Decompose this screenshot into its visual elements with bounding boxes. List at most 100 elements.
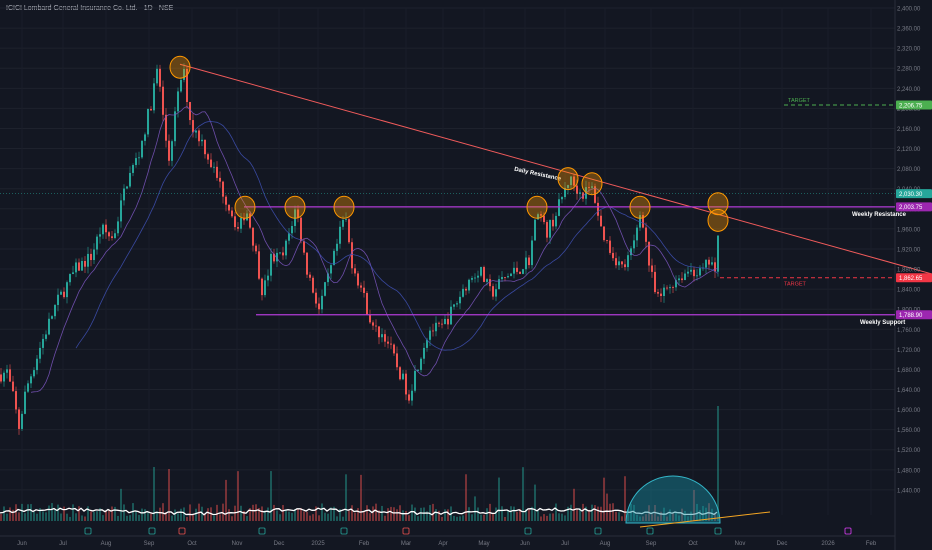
candle-body — [84, 261, 86, 267]
volume-bar — [15, 504, 17, 521]
volume-bar — [564, 515, 566, 521]
candle-body — [63, 291, 65, 298]
price-tag-label: 1,788.90 — [899, 313, 923, 319]
volume-bar — [708, 503, 710, 521]
candle-body — [15, 391, 17, 410]
volume-bar — [573, 488, 575, 521]
volume-bar — [102, 515, 104, 521]
volume-bar — [360, 474, 362, 521]
candle-body — [420, 358, 422, 370]
volume-bar — [66, 513, 68, 521]
candle-body — [636, 227, 638, 241]
candle-body — [669, 287, 671, 289]
event-marker-icon — [594, 527, 602, 535]
candle-body — [396, 353, 398, 368]
candle-body — [648, 241, 650, 266]
volume-bar — [126, 515, 128, 521]
volume-bar — [354, 512, 356, 521]
candle-body — [627, 255, 629, 268]
volume-bar — [42, 511, 44, 521]
candle-body — [423, 347, 425, 359]
candle-body — [615, 258, 617, 266]
price-tag-label: 1,862.65 — [899, 276, 923, 282]
volume-bar — [471, 514, 473, 521]
volume-bar — [228, 509, 230, 521]
volume-bar — [705, 507, 707, 521]
candle-body — [66, 282, 68, 298]
candle-body — [315, 292, 317, 304]
volume-bar — [549, 513, 551, 521]
volume-bar — [408, 515, 410, 521]
x-tick-label: Jun — [17, 541, 27, 547]
candle-body — [411, 390, 413, 401]
candle-body — [297, 209, 299, 218]
event-marker-icon — [148, 527, 156, 535]
candle-body — [546, 222, 548, 238]
volume-bar — [498, 477, 500, 521]
candle-body — [426, 339, 428, 348]
volume-bar — [117, 515, 119, 521]
candle-body — [216, 166, 218, 178]
candle-body — [90, 253, 92, 261]
candle-body — [183, 68, 185, 80]
volume-bar — [183, 507, 185, 521]
volume-bar — [96, 511, 98, 521]
volume-ma-line — [0, 507, 718, 516]
event-marker-icon — [524, 527, 532, 535]
volume-bar — [111, 506, 113, 521]
highlight-circle — [707, 208, 729, 232]
volume-bar — [510, 506, 512, 521]
volume-bar — [156, 511, 158, 521]
candle-body — [231, 210, 233, 217]
price-axis[interactable]: 2,400.00 2,360.00 2,320.00 2,280.00 2,240.00… — [896, 7, 932, 495]
time-axis[interactable]: Jun Jul Aug Sep Oct Nov Dec 2025 Feb Mar Apr May Jun… — [17, 527, 877, 547]
candle-body — [156, 68, 158, 84]
volume-bar — [552, 513, 554, 521]
candle-body — [105, 224, 107, 233]
candle-body — [354, 268, 356, 274]
candle-body — [111, 236, 113, 238]
x-tick-label: Sep — [646, 541, 657, 547]
volume-bar — [225, 479, 227, 521]
y-tick-label: 1,760.00 — [897, 328, 921, 334]
volume-bar — [180, 508, 182, 521]
candle-body — [369, 314, 371, 323]
volume-bar — [351, 505, 353, 521]
candle-body — [684, 273, 686, 281]
candle-body — [459, 296, 461, 304]
volume-bar — [621, 516, 623, 521]
volume-bar — [711, 508, 713, 521]
x-tick-label: Mar — [401, 541, 411, 547]
volume-bar — [270, 471, 272, 521]
volume-bar — [411, 504, 413, 521]
candle-body — [393, 344, 395, 354]
candle-body — [204, 139, 206, 155]
candle-body — [114, 233, 116, 238]
candle-body — [138, 157, 140, 159]
candle-body — [417, 369, 419, 371]
candle-body — [495, 289, 497, 297]
volume-bar — [558, 513, 560, 521]
x-tick-label: Apr — [438, 541, 447, 547]
candle-body — [465, 288, 467, 291]
candle-body — [618, 261, 620, 266]
volume-bar — [660, 511, 662, 521]
volume-bar — [150, 513, 152, 521]
candle-body — [246, 213, 248, 221]
candle-body — [174, 111, 176, 142]
volume-bar — [303, 511, 305, 521]
candle-body — [402, 373, 404, 380]
candle-body — [249, 213, 251, 228]
x-tick-label: Dec — [777, 541, 788, 547]
volume-bar — [537, 510, 539, 521]
candle-body — [150, 108, 152, 111]
candle-body — [696, 275, 698, 277]
highlight-circle — [557, 167, 579, 191]
volume-bar — [312, 514, 314, 521]
candle-body — [276, 252, 278, 262]
target-up-label: TARGET — [788, 98, 811, 104]
volume-bar — [315, 506, 317, 521]
volume-bar — [237, 471, 239, 521]
volume-bar — [267, 507, 269, 521]
